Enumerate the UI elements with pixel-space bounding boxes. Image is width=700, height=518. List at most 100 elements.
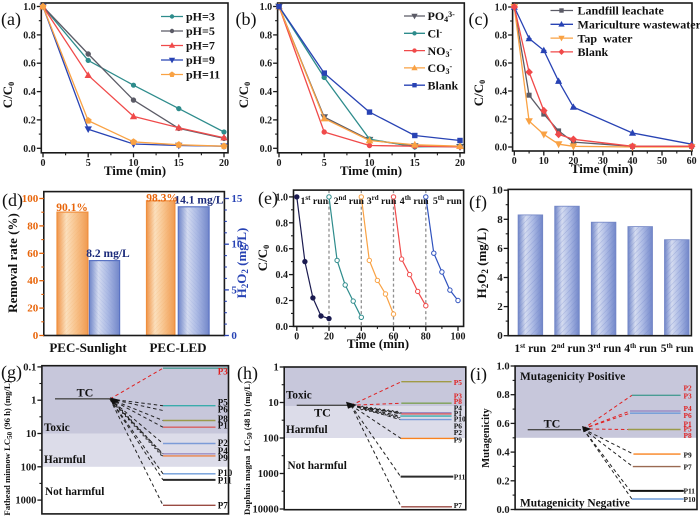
svg-text:0.6: 0.6: [23, 59, 36, 70]
svg-text:(f): (f): [469, 192, 487, 213]
svg-text:P3: P3: [218, 366, 228, 376]
svg-text:0.4: 0.4: [23, 87, 36, 98]
svg-text:20: 20: [219, 158, 229, 169]
svg-text:15: 15: [174, 158, 184, 169]
svg-text:0.0: 0.0: [496, 505, 509, 516]
svg-text:Mutagenicity Positive: Mutagenicity Positive: [520, 371, 625, 383]
svg-text:Tap water: Tap water: [578, 31, 634, 45]
svg-text:TC: TC: [314, 405, 331, 419]
svg-text:2nd run: 2nd run: [334, 194, 365, 207]
svg-text:0: 0: [41, 158, 46, 169]
svg-text:P3: P3: [454, 391, 463, 400]
svg-text:P11: P11: [218, 476, 233, 486]
svg-text:Time (min): Time (min): [571, 161, 633, 176]
svg-text:4: 4: [497, 272, 503, 284]
svg-text:10: 10: [539, 156, 549, 167]
svg-text:Removal rate (%): Removal rate (%): [5, 213, 20, 313]
svg-text:0.6: 0.6: [260, 59, 273, 70]
svg-text:1.0: 1.0: [276, 192, 289, 203]
svg-text:20: 20: [324, 331, 334, 342]
svg-text:(g): (g): [1, 362, 22, 383]
svg-text:Fathead minnow LC50 (96 h) (mg: Fathead minnow LC50 (96 h) (mg/L): [2, 380, 14, 515]
svg-text:P9: P9: [684, 450, 693, 459]
svg-text:P1: P1: [218, 421, 228, 431]
svg-text:8: 8: [497, 214, 503, 226]
svg-text:0.1: 0.1: [23, 362, 36, 373]
svg-text:1st run: 1st run: [514, 342, 546, 355]
svg-text:Mutagenicity Negative: Mutagenicity Negative: [520, 498, 630, 510]
svg-text:100: 100: [21, 462, 37, 473]
svg-text:10: 10: [365, 158, 375, 169]
svg-text:P1: P1: [454, 409, 463, 418]
svg-text:P1: P1: [684, 419, 693, 428]
svg-text:90.1%: 90.1%: [56, 202, 88, 214]
svg-text:(e): (e): [258, 188, 278, 209]
svg-text:Time (min): Time (min): [340, 163, 402, 178]
svg-text:(i): (i): [470, 364, 487, 385]
svg-text:0.0: 0.0: [23, 144, 36, 155]
svg-text:0.6: 0.6: [276, 244, 289, 255]
svg-text:P7: P7: [684, 463, 693, 472]
svg-text:pH=7: pH=7: [186, 39, 215, 53]
svg-text:P11: P11: [454, 472, 466, 481]
svg-text:Toxic: Toxic: [44, 422, 70, 434]
svg-text:1.0: 1.0: [23, 2, 36, 13]
svg-text:P8: P8: [218, 414, 228, 424]
svg-text:0.2: 0.2: [23, 115, 36, 126]
svg-text:2: 2: [497, 301, 503, 313]
svg-text:Harmful: Harmful: [44, 454, 86, 466]
svg-text:5: 5: [86, 158, 91, 169]
svg-text:100: 100: [22, 193, 39, 205]
svg-text:10: 10: [26, 429, 37, 440]
svg-text:1.0: 1.0: [260, 2, 273, 13]
svg-text:0: 0: [512, 156, 517, 167]
svg-text:P6: P6: [454, 422, 463, 431]
svg-text:P5: P5: [218, 397, 228, 407]
svg-text:0.8: 0.8: [495, 31, 508, 42]
svg-text:pH=5: pH=5: [186, 24, 215, 38]
svg-text:Mariculture wastewater: Mariculture wastewater: [578, 18, 700, 32]
svg-text:P3: P3: [684, 391, 693, 400]
svg-text:4th run: 4th run: [400, 194, 429, 207]
svg-text:PEC-Sunlight: PEC-Sunlight: [49, 340, 127, 355]
svg-text:0: 0: [277, 158, 282, 169]
svg-text:3rd run: 3rd run: [367, 194, 397, 207]
svg-text:1: 1: [31, 396, 36, 407]
svg-text:(b): (b): [236, 9, 257, 30]
svg-text:Time (min): Time (min): [347, 336, 409, 351]
svg-text:2nd run: 2nd run: [551, 342, 586, 355]
svg-text:10: 10: [231, 239, 243, 251]
svg-text:P10: P10: [684, 495, 696, 504]
svg-text:0.6: 0.6: [495, 59, 508, 70]
svg-text:100: 100: [451, 331, 466, 342]
svg-text:20: 20: [455, 158, 465, 169]
svg-text:0.6: 0.6: [496, 419, 509, 430]
svg-text:(a): (a): [1, 9, 21, 30]
svg-text:10: 10: [492, 185, 504, 197]
svg-text:60: 60: [27, 248, 39, 260]
svg-text:3rd run: 3rd run: [588, 342, 622, 355]
svg-text:pH=9: pH=9: [186, 53, 215, 67]
svg-text:6: 6: [497, 243, 503, 255]
svg-text:P10: P10: [454, 415, 466, 424]
svg-text:4th run: 4th run: [624, 342, 657, 355]
svg-text:CO3-: CO3-: [428, 61, 453, 76]
svg-text:Harmful: Harmful: [286, 424, 328, 436]
svg-text:0.8: 0.8: [276, 218, 289, 229]
svg-text:(c): (c): [469, 9, 489, 30]
svg-text:P7: P7: [454, 501, 463, 510]
svg-text:0: 0: [497, 330, 503, 342]
svg-text:100: 100: [263, 434, 279, 445]
svg-text:C/C0: C/C0: [236, 82, 252, 108]
svg-text:Toxic: Toxic: [286, 389, 312, 401]
svg-text:pH=11: pH=11: [186, 68, 220, 82]
svg-text:10: 10: [268, 398, 279, 409]
svg-text:Not harmful: Not harmful: [45, 486, 104, 498]
svg-text:1st run: 1st run: [301, 194, 329, 207]
svg-text:(h): (h): [237, 363, 258, 384]
svg-text:20: 20: [27, 303, 39, 315]
svg-text:Landfill leachate: Landfill leachate: [578, 4, 665, 18]
svg-text:P2: P2: [684, 384, 693, 393]
svg-text:P9: P9: [218, 453, 228, 463]
svg-text:Blank: Blank: [428, 78, 459, 92]
